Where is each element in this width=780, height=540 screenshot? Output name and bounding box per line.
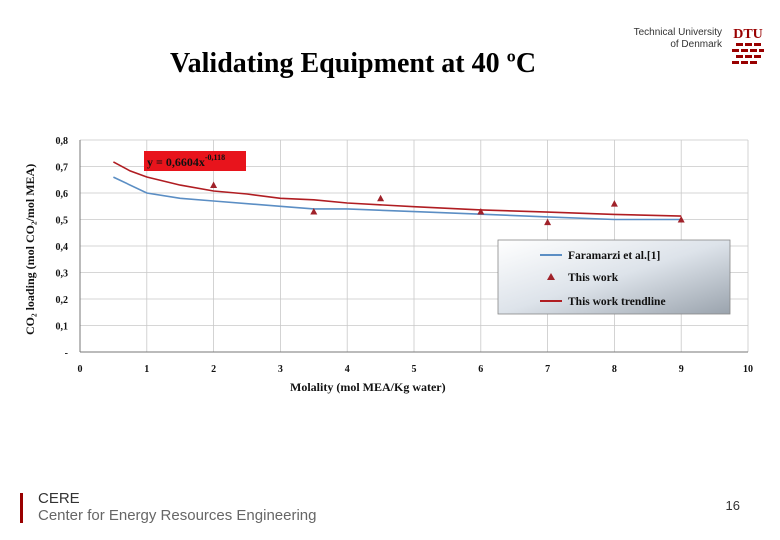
y-axis-label: CO₂ loading (mol CO₂/mol MEA) — [23, 164, 37, 335]
x-tick-label: 8 — [612, 364, 617, 375]
y-tick-label: 0,8 — [56, 136, 69, 147]
y-tick-label: 0,5 — [56, 216, 69, 227]
this-work-marker — [377, 194, 385, 202]
dtu-logo-text: DTU — [733, 27, 763, 42]
slide-title: Validating Equipment at 40 ºC — [170, 48, 537, 79]
this-work-marker — [210, 181, 218, 189]
axis-layer: 0 1 2 3 4 5 6 7 8 9 10 - 0,1 0,2 0,3 0,4 0,5 0,6 0,7 0,8 — [56, 136, 754, 375]
x-tick-label: 2 — [211, 364, 216, 375]
y-tick-label: 0,4 — [56, 242, 69, 253]
this-work-marker — [677, 216, 685, 223]
x-tick-label: 0 — [78, 364, 83, 375]
footer-org-short: CERE — [38, 490, 80, 507]
equation-text: y = 0,6604x — [147, 155, 205, 169]
equation-background — [144, 151, 246, 171]
series-line-faramarzi — [113, 176, 682, 221]
legend-label-this-work: This work — [568, 272, 619, 284]
molality-loading-chart: 0 1 2 3 4 5 6 7 8 9 10 - 0,1 0,2 0,3 0,4 0,5 0,6 0,7 0,8 y … — [23, 136, 754, 394]
equation-label: y = 0,6604x-0,118 — [144, 151, 246, 171]
equation-exponent: -0,118 — [205, 153, 225, 162]
y-tick-label: 0,2 — [56, 295, 69, 306]
legend-label-trendline: This work trendline — [568, 296, 666, 308]
x-tick-label: 4 — [345, 364, 350, 375]
series-layer — [113, 161, 685, 226]
footer-accent-bar — [20, 493, 23, 523]
dtu-logo: DTU — [732, 27, 764, 64]
x-axis-label: Molality (mol MEA/Kg water) — [290, 380, 446, 394]
university-name: Technical University of Denmark — [612, 27, 722, 51]
y-tick-label: 0,1 — [56, 322, 69, 333]
series-line-trendline — [113, 161, 682, 217]
page-number: 16 — [725, 498, 740, 513]
legend: Faramarzi et al.[1] This work This work … — [497, 239, 731, 315]
chart-container: 0 1 2 3 4 5 6 7 8 9 10 - 0,1 0,2 0,3 0,4 0,5 0,6 0,7 0,8 y … — [20, 125, 760, 415]
x-tick-label: 7 — [545, 364, 550, 375]
this-work-marker — [610, 200, 618, 207]
x-tick-label: 5 — [412, 364, 417, 375]
this-work-marker — [310, 208, 318, 215]
x-tick-label: 3 — [278, 364, 283, 375]
university-line-1: Technical University — [633, 27, 722, 38]
university-line-2: of Denmark — [670, 39, 722, 50]
legend-box — [497, 239, 731, 315]
x-tick-label: 9 — [679, 364, 684, 375]
x-tick-label: 1 — [144, 364, 149, 375]
this-work-marker — [544, 218, 552, 226]
y-tick-label: 0,6 — [56, 189, 69, 200]
y-tick-label: 0,3 — [56, 269, 69, 280]
x-tick-label: 10 — [743, 364, 753, 375]
legend-label-faramarzi: Faramarzi et al.[1] — [568, 250, 660, 262]
y-tick-label: - — [65, 348, 68, 359]
x-tick-label: 6 — [478, 364, 483, 375]
legend-swatch-this-work — [547, 273, 555, 280]
y-tick-label: 0,7 — [56, 163, 69, 174]
footer-org-full: Center for Energy Resources Engineering — [38, 507, 317, 524]
this-work-marker — [477, 208, 485, 215]
svg-text:y = 0,6604x-0,118: y = 0,6604x-0,118 — [147, 153, 225, 169]
